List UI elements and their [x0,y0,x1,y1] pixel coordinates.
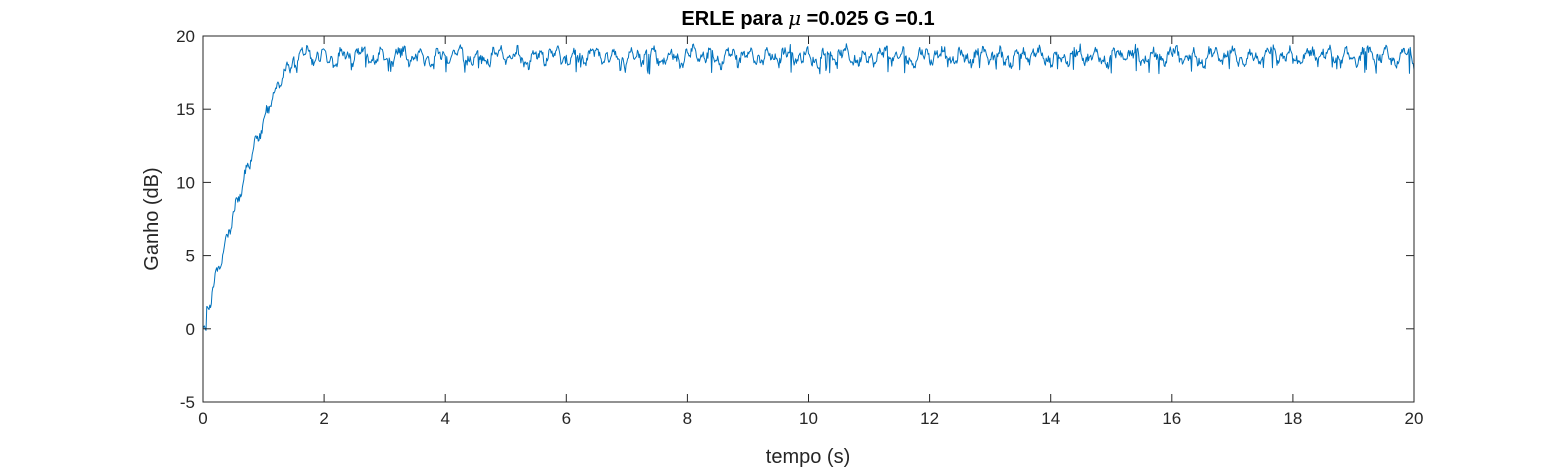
y-tick-label: 5 [186,247,195,266]
x-tick-label: 6 [562,409,571,428]
y-tick-label: 10 [176,173,195,192]
x-tick-label: 20 [1405,409,1424,428]
x-tick-label: 2 [319,409,328,428]
x-tick-label: 12 [920,409,939,428]
y-tick-label: 15 [176,100,195,119]
series-layer [202,43,1415,331]
x-tick-label: 14 [1041,409,1060,428]
y-tick-label: 0 [186,320,195,339]
x-tick-label: 18 [1283,409,1302,428]
plot-area [203,36,1414,402]
x-tick-label: 0 [198,409,207,428]
y-tick-label: 20 [176,27,195,46]
mu-symbol: μ [788,6,801,30]
x-tick-label: 8 [683,409,692,428]
y-tick-label: -5 [180,393,195,412]
chart-title: ERLE para μ =0.025 G =0.1 [681,6,934,30]
y-axis-label: Ganho (dB) [141,167,163,270]
x-axis-label: tempo (s) [766,446,850,468]
erle-series-line [202,43,1415,331]
axes-box [202,35,1415,403]
x-tick-label: 10 [799,409,818,428]
x-tick-label: 4 [440,409,449,428]
x-tick-label: 16 [1162,409,1181,428]
